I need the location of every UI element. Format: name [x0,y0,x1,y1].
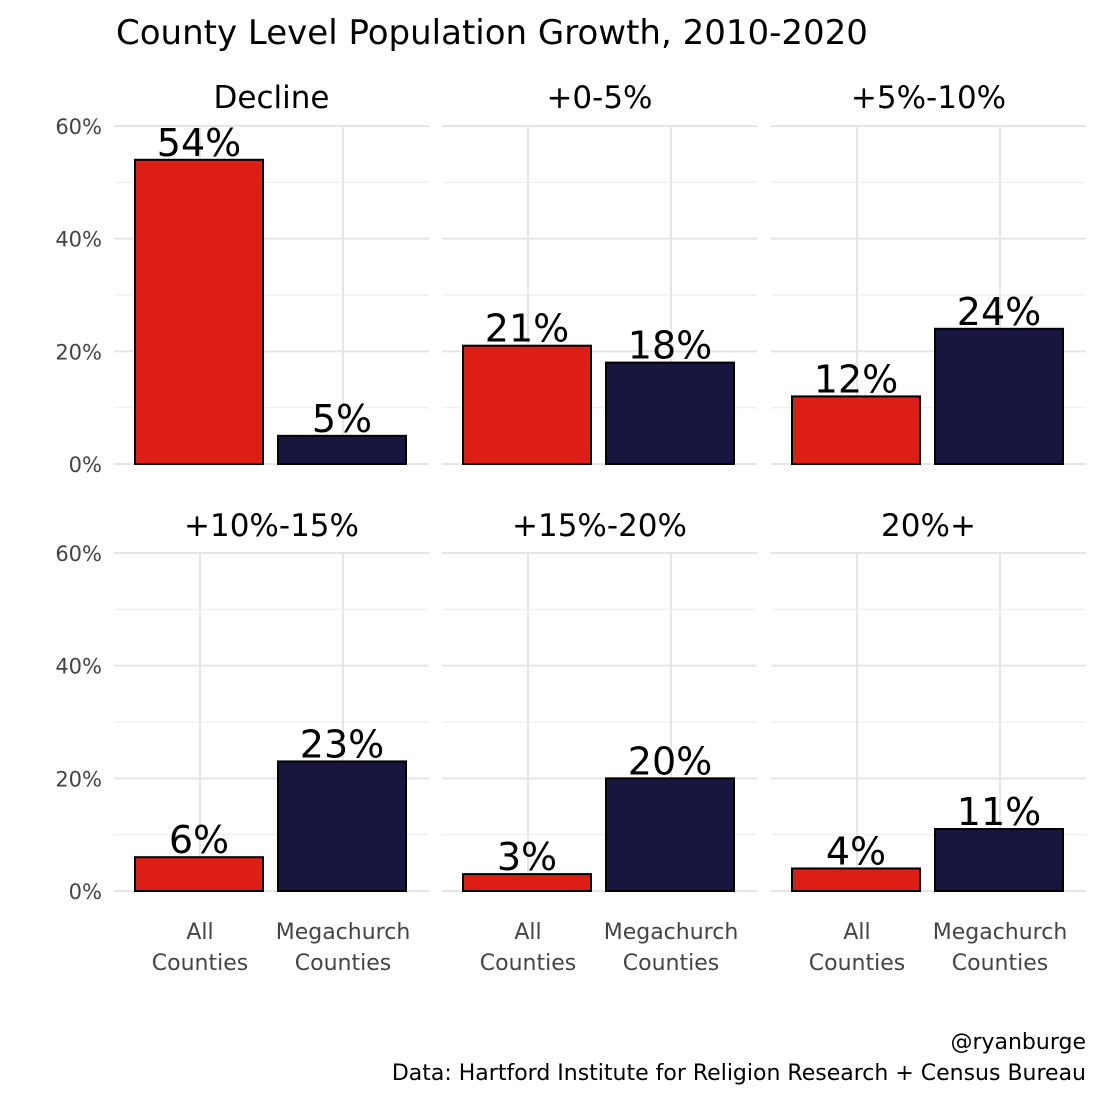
bar [277,760,407,893]
x-tick-label: Megachurch Counties [604,920,739,976]
bar [462,344,592,466]
x-tick-line: Counties [480,951,576,976]
x-tick-label: All Counties [152,920,248,976]
chart-title: County Level Population Growth, 2010-202… [116,13,868,53]
y-tick-label: 60% [55,115,102,139]
data-label: 24% [957,290,1041,334]
y-tick-label: 0% [69,880,102,904]
caption-author: @ryanburge [950,1030,1086,1055]
data-label: 21% [485,307,569,351]
data-label: 11% [957,790,1041,834]
data-label: 4% [826,829,886,873]
panel-1: +0-5% 21% 18% [442,80,757,466]
x-tick-line: All [514,920,541,945]
bar [462,873,592,892]
x-tick-line: All [186,920,213,945]
data-label: 12% [814,357,898,401]
x-tick-label: Megachurch Counties [276,920,411,976]
y-tick-label: 40% [55,655,102,679]
x-tick-line: Counties [952,951,1048,976]
data-label: 23% [300,722,384,766]
caption-source: Data: Hartford Institute for Religion Re… [392,1061,1086,1086]
bar [934,327,1064,465]
data-label: 54% [157,121,241,165]
panel-3: +10%-15%6%23%0%20%40%60%All CountiesMegac… [55,508,429,976]
x-tick-label: Megachurch Counties [933,920,1068,976]
facet-label: +5%-10% [851,80,1006,116]
bar [134,856,264,893]
bar [934,828,1064,892]
data-label: 20% [628,739,712,783]
x-tick-line: Counties [152,951,248,976]
bar [277,434,407,466]
facet-label: +15%-20% [512,508,687,544]
x-tick-line: All [843,920,870,945]
x-tick-label: All Counties [480,920,576,976]
panel-2: +5%-10% 12% 24% [771,80,1086,465]
y-tick-label: 40% [55,228,102,252]
data-label: 5% [312,397,372,441]
bar [134,158,264,466]
bar [791,867,921,893]
data-label: 6% [169,818,229,862]
y-tick-label: 60% [55,542,102,566]
x-tick-label: All Counties [809,920,905,976]
facet-label: +10%-15% [184,508,359,544]
y-tick-label: 20% [55,340,102,364]
x-tick-line: Counties [623,951,719,976]
panel-0: Decline 54% 5% 0% 20% 40% 60% [55,80,429,477]
y-tick-label: 0% [69,453,102,477]
chart-panels: Decline 54% 5% 0% 20% 40% 60% +0-5% 21% 18% +5%-10… [55,80,1086,976]
facet-label: +0-5% [546,80,652,116]
x-tick-line: Counties [809,951,905,976]
bar [605,777,735,892]
x-tick-line: Counties [295,951,391,976]
data-label: 3% [497,835,557,879]
bar [605,361,735,466]
x-tick-line: Megachurch [276,920,411,945]
x-tick-line: Megachurch [933,920,1068,945]
y-tick-label: 20% [55,767,102,791]
bar [791,395,921,465]
panel-5: 20%+ 4% 11% All Counties Megachurch Counties [771,508,1086,976]
facet-label: 20%+ [881,508,976,544]
facet-label: Decline [214,80,330,116]
panel-4: +15%-20% 3% 20% All Counties Megachurch Counti… [442,508,757,976]
data-label: 18% [628,324,712,368]
x-tick-line: Megachurch [604,920,739,945]
